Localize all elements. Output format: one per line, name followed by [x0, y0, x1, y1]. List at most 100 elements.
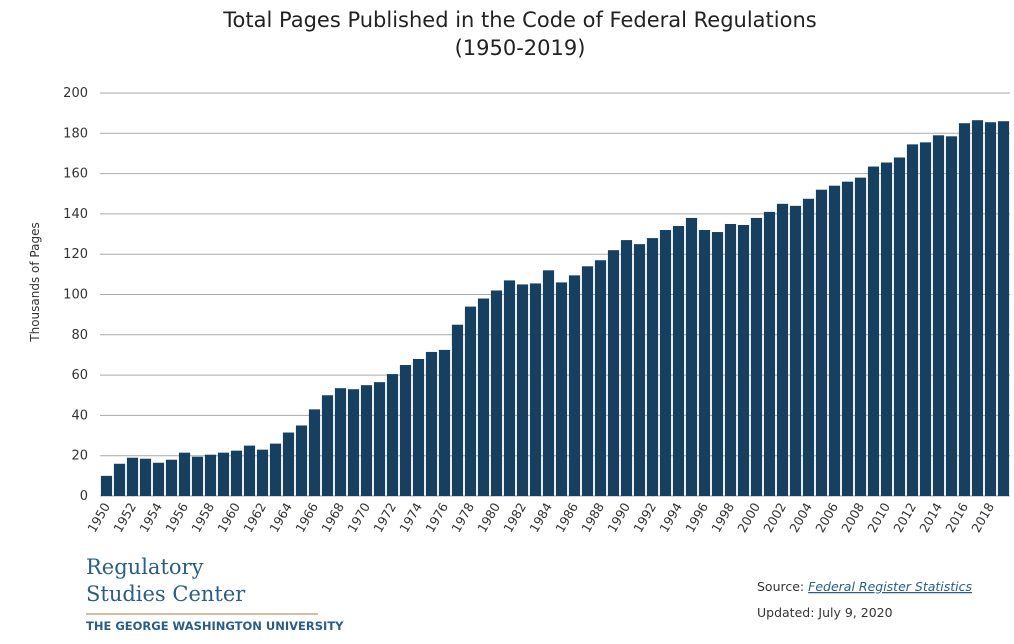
source: Source: Federal Register Statistics — [757, 579, 973, 594]
x-tick-label: 2014 — [916, 500, 945, 535]
bar — [724, 223, 737, 496]
bar — [568, 275, 581, 496]
bar — [685, 217, 698, 496]
updated: Updated: July 9, 2020 — [757, 605, 893, 620]
bar — [867, 166, 880, 497]
bar — [347, 389, 360, 496]
bar — [711, 232, 724, 496]
bar — [282, 432, 295, 496]
logo-text: Studies Center — [86, 582, 246, 606]
bar — [386, 374, 399, 496]
x-tick-label: 1978 — [448, 500, 477, 535]
x-tick-label: 2010 — [864, 500, 893, 535]
bar — [984, 122, 997, 496]
bar — [776, 203, 789, 496]
bar — [334, 388, 347, 496]
bar — [451, 324, 464, 496]
x-tick-label: 1960 — [214, 500, 243, 535]
bar — [438, 349, 451, 496]
x-tick-label: 1982 — [500, 500, 529, 535]
bar — [373, 382, 386, 496]
x-tick-label: 1968 — [318, 500, 347, 535]
bar — [295, 425, 308, 496]
bar — [789, 205, 802, 496]
bar — [178, 452, 191, 496]
bar — [503, 280, 516, 496]
y-tick-label: 20 — [71, 449, 88, 464]
y-tick-label: 120 — [63, 247, 88, 262]
chart-title: Total Pages Published in the Code of Fed… — [222, 8, 816, 32]
bar — [945, 136, 958, 496]
y-tick-label: 160 — [63, 167, 88, 182]
x-tick-label: 1988 — [578, 500, 607, 535]
x-tick-label: 1972 — [370, 500, 399, 535]
x-tick-label: 1958 — [188, 500, 217, 535]
bar — [802, 198, 815, 496]
bar — [646, 238, 659, 496]
bar — [269, 443, 282, 496]
bar — [425, 351, 438, 496]
y-tick-label: 180 — [63, 126, 88, 141]
bar — [906, 144, 919, 496]
x-tick-label: 2004 — [786, 500, 815, 535]
bar — [191, 456, 204, 496]
x-tick-label: 1976 — [422, 500, 451, 535]
y-tick-label: 60 — [71, 368, 88, 383]
bar — [672, 225, 685, 497]
bar — [594, 260, 607, 496]
x-tick-label: 1996 — [682, 500, 711, 535]
bar — [555, 282, 568, 496]
y-tick-label: 40 — [71, 408, 88, 423]
bar — [659, 230, 672, 496]
bar — [828, 185, 841, 496]
x-tick-label: 2008 — [838, 500, 867, 535]
bar — [971, 120, 984, 496]
x-tick-label: 1956 — [162, 500, 191, 535]
bar — [243, 445, 256, 496]
x-tick-label: 1986 — [552, 500, 581, 535]
x-tick-label: 1990 — [604, 500, 633, 535]
source-link[interactable]: Federal Register Statistics — [808, 579, 972, 594]
bar — [750, 217, 763, 496]
x-tick-label: 2018 — [968, 500, 997, 535]
bar — [958, 123, 971, 496]
bar — [581, 266, 594, 496]
bar — [113, 463, 126, 496]
y-tick-label: 80 — [71, 328, 88, 343]
x-tick-label: 1998 — [708, 500, 737, 535]
logo-text: THE GEORGE WASHINGTON UNIVERSITY — [86, 619, 344, 633]
x-tick-label: 1954 — [136, 500, 165, 535]
bar — [633, 244, 646, 496]
logo-text: Regulatory — [86, 555, 204, 579]
bar — [464, 306, 477, 496]
x-tick-label: 1994 — [656, 500, 685, 535]
bar — [321, 395, 334, 496]
bar — [230, 450, 243, 496]
y-tick-label: 140 — [63, 207, 88, 222]
bar — [516, 284, 529, 496]
source-label: Source: — [757, 579, 804, 594]
bar — [763, 211, 776, 496]
bar — [620, 240, 633, 496]
bar — [139, 458, 152, 496]
x-tick-label: 1962 — [240, 500, 269, 535]
x-tick-label: 1992 — [630, 500, 659, 535]
x-tick-label: 2002 — [760, 500, 789, 535]
x-tick-label: 1970 — [344, 500, 373, 535]
bar — [919, 142, 932, 496]
bar — [529, 283, 542, 496]
chart-subtitle: (1950-2019) — [455, 36, 586, 60]
bar — [893, 157, 906, 497]
bar — [217, 452, 230, 496]
bar — [165, 459, 178, 496]
bar — [399, 365, 412, 496]
bar — [607, 250, 620, 496]
bar — [815, 189, 828, 496]
bar — [490, 290, 503, 496]
bar — [997, 121, 1010, 497]
bar — [542, 270, 555, 496]
bar — [126, 457, 139, 496]
x-tick-label: 1952 — [110, 500, 139, 535]
bar — [152, 462, 165, 496]
